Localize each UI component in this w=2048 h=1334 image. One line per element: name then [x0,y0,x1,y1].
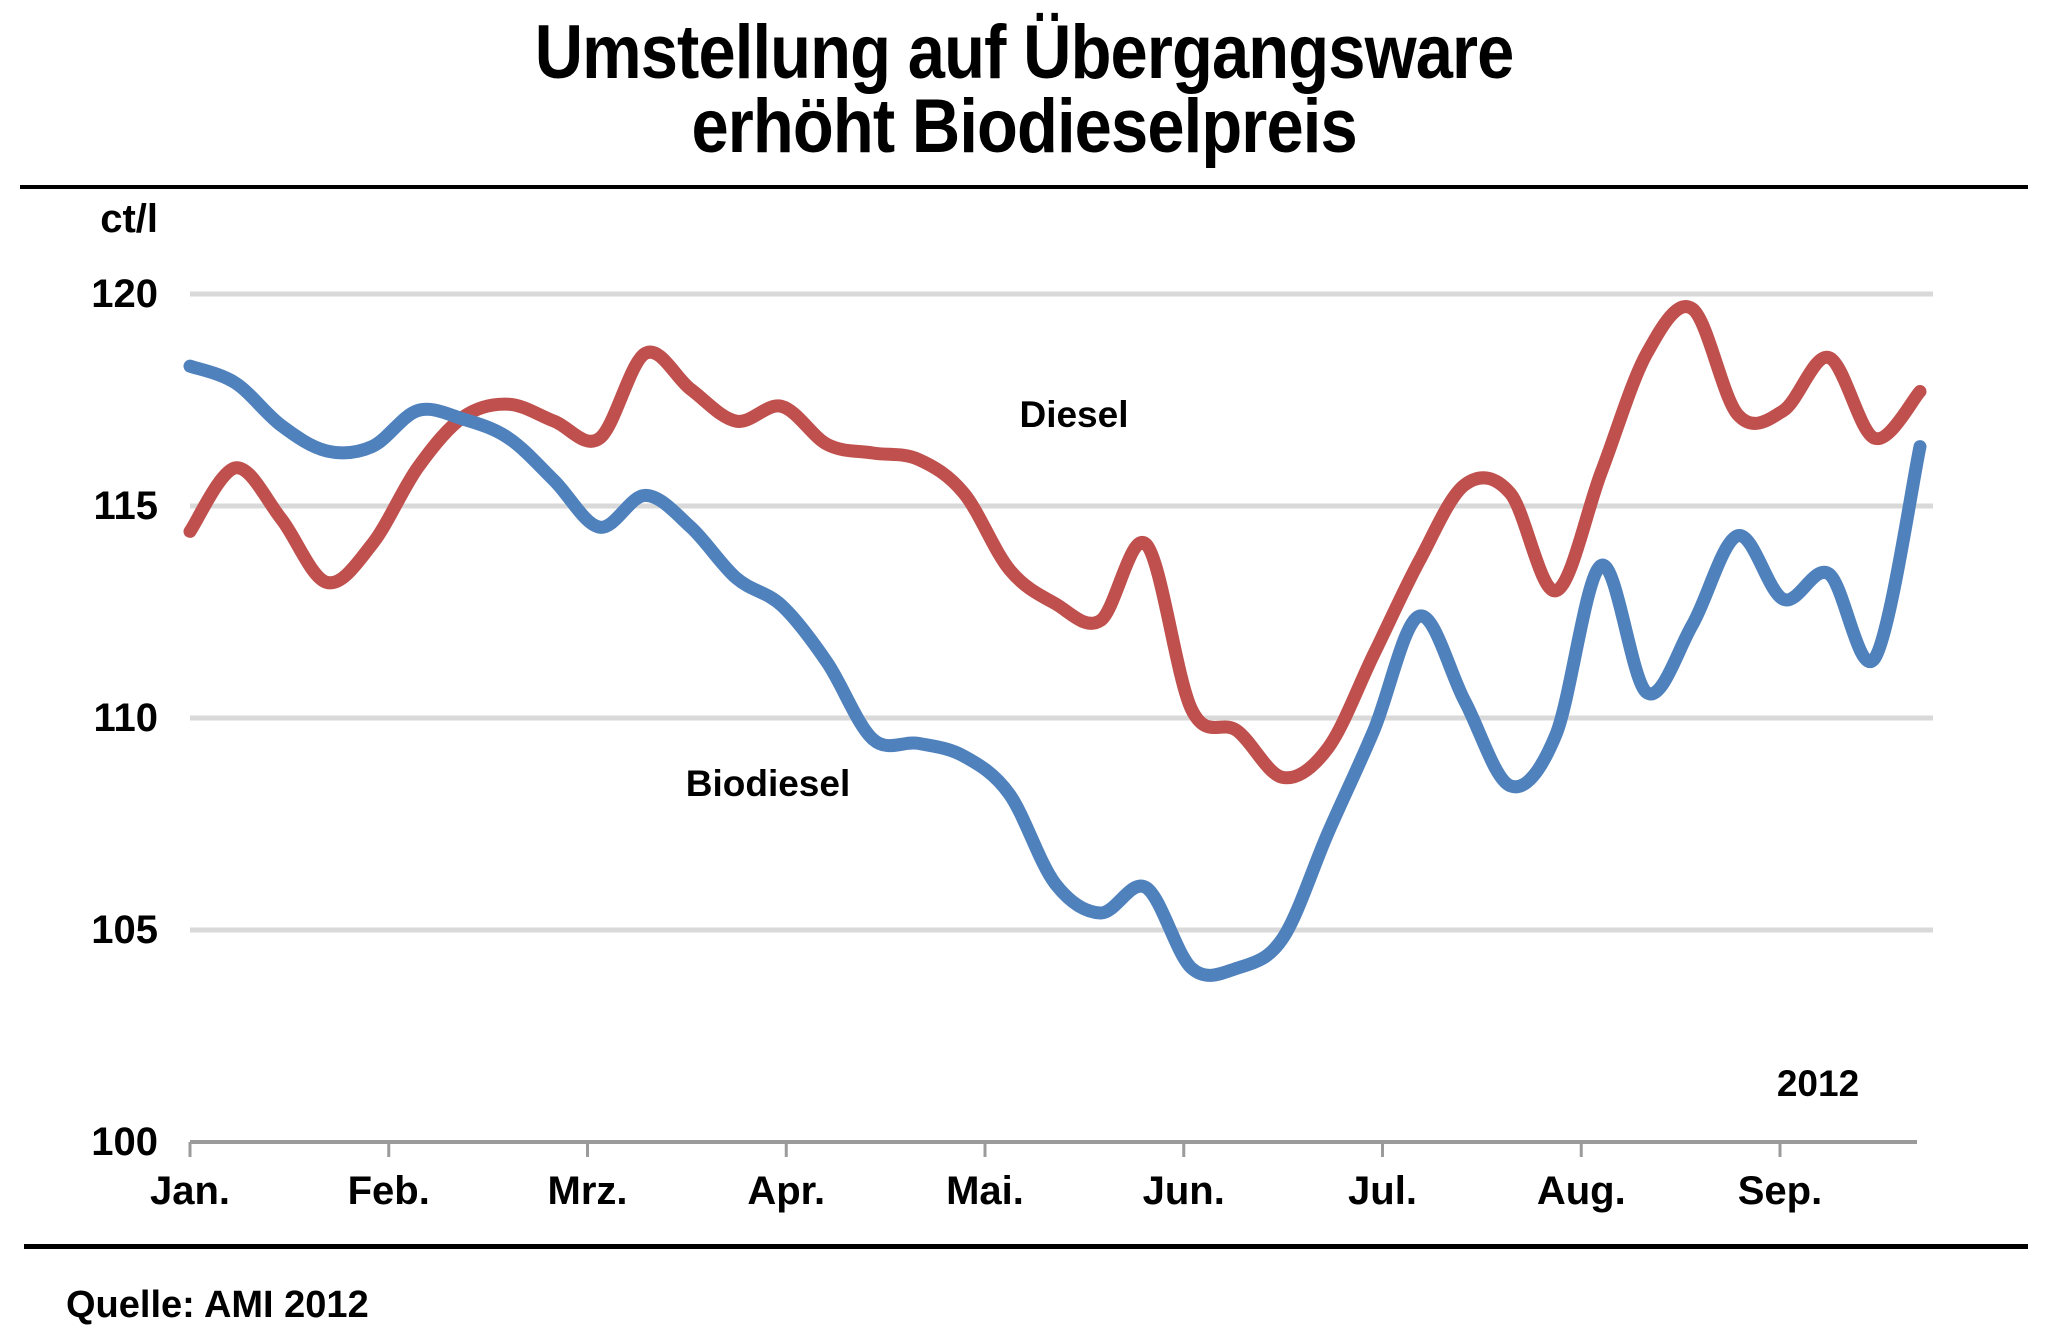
bottom-divider [24,1244,2028,1249]
x-tick-label-Jun: Jun. [1142,1169,1225,1213]
series-label-biodiesel: Biodiesel [685,763,851,804]
x-tick-label-Jan: Jan. [149,1169,231,1213]
x-tick-label-Aug: Aug. [1536,1169,1626,1213]
source-note: Quelle: AMI 2012 [66,1284,369,1326]
chart-title-line1: Umstellung auf Übergangsware [534,10,1515,95]
x-tick-label-Jul: Jul. [1348,1169,1417,1213]
x-tick-label-Mrz: Mrz. [547,1169,628,1213]
y-tick-label-100: 100 [91,1120,158,1164]
chart-title: Umstellung auf Übergangsware erhöht Biod… [0,15,2048,165]
x-tick-label-Sep: Sep. [1737,1169,1823,1213]
top-divider [20,185,2028,189]
x-tick-label-Mai: Mai. [946,1169,1024,1213]
x-tick-label-Apr: Apr. [747,1169,826,1213]
y-tick-label-115: 115 [93,484,158,528]
y-tick-label-105: 105 [91,908,158,952]
x-tick-label-Feb: Feb. [347,1169,430,1213]
series-label-diesel: Diesel [1019,394,1129,435]
y-tick-label-110: 110 [93,696,158,740]
series-line-diesel [183,300,1927,785]
year-annotation: 2012 [1776,1063,1860,1104]
y-tick-label-120: 120 [91,272,158,316]
y-axis-unit-label: ct/l [100,197,158,241]
chart-title-line2: erhöht Biodieselpreis [691,84,1357,170]
series-line-biodiesel [183,359,1927,982]
